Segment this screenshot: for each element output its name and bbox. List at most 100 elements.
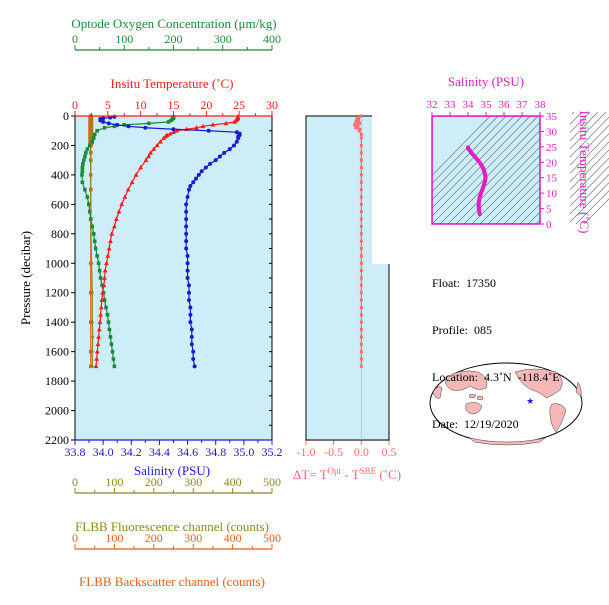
temperature-axis-tick-label: 15 — [168, 98, 180, 112]
delta-t-point — [359, 239, 363, 243]
ts-density-contour — [575, 190, 609, 225]
profile-data-layer — [80, 114, 242, 369]
pressure-tick-label: 800 — [51, 227, 69, 241]
temperature-point — [157, 139, 163, 144]
oxygen-axis-tick-label: 400 — [263, 32, 281, 46]
temperature-point — [161, 135, 167, 140]
profile-panel — [74, 114, 273, 441]
salinity-point — [126, 124, 131, 129]
temperature-point — [171, 129, 176, 134]
oxygen-point — [85, 147, 90, 151]
salinity-point — [208, 161, 213, 166]
temperature-point — [95, 341, 101, 347]
temperature-point — [129, 179, 135, 185]
backscatter-axis-tick-label: 300 — [184, 531, 202, 545]
salinity-point — [194, 176, 199, 181]
delta-t-axis-label: ΔT= TOpt - TSBE (˚C) — [293, 466, 401, 482]
oxygen-point — [95, 128, 99, 133]
ts-y-tick-label: 15 — [546, 173, 558, 185]
ts-profile-point — [469, 151, 474, 156]
temperature-point — [194, 125, 199, 130]
salinity-point — [184, 239, 189, 244]
delta-t-point — [359, 210, 363, 214]
oxygen-point — [82, 158, 86, 162]
salinity-point — [115, 122, 120, 127]
ts-profile-point — [477, 212, 482, 217]
fluorescence-point — [90, 364, 94, 368]
temperature-point — [138, 164, 144, 170]
ts-profile-point — [475, 157, 479, 162]
fluorescence-axis-tick-label: 300 — [184, 475, 202, 489]
map-float-marker: ★ — [526, 396, 534, 406]
temperature-axis-tick-label: 5 — [105, 98, 111, 112]
temperature-point — [98, 312, 104, 317]
ts-profile-point — [478, 161, 483, 166]
salinity-point — [232, 143, 237, 148]
oxygen-point — [80, 180, 85, 185]
salinity-point — [184, 231, 189, 236]
salinity-point — [188, 183, 193, 188]
fluorescence-axis-tick-label: 100 — [105, 475, 123, 489]
map-land-islands — [468, 393, 484, 401]
oxygen-point — [107, 327, 112, 332]
delta-t-tick-label: -0.5 — [324, 445, 343, 459]
ts-x-tick-label: 35 — [481, 99, 493, 111]
salinity-point — [191, 357, 196, 361]
delta-t-point — [359, 247, 363, 251]
delta-t-point — [359, 269, 363, 273]
map-land-south-america — [549, 403, 567, 433]
temperature-point — [122, 194, 128, 199]
temperature-point — [109, 231, 115, 236]
temperature-point — [97, 319, 103, 324]
oxygen-point — [108, 335, 113, 339]
oxygen-axis-tick-label: 100 — [115, 32, 133, 46]
salinity-point — [101, 119, 106, 124]
ts-density-contour — [487, 111, 599, 225]
oxygen-point — [91, 232, 96, 236]
salinity-point — [112, 114, 117, 119]
temperature-point — [154, 142, 160, 148]
ts-y-tick-label: 10 — [546, 188, 558, 200]
salinity-point — [184, 202, 189, 207]
oxygen-point — [90, 139, 95, 144]
delta-t-point — [359, 328, 363, 332]
axes-layer: 0200400600800100012001400160018002000220… — [45, 32, 397, 550]
delta-t-point — [359, 132, 363, 136]
oxygen-point — [102, 125, 107, 130]
delta-t-point — [359, 195, 363, 199]
salinity-point — [189, 334, 194, 339]
delta-t-point — [359, 224, 363, 228]
temperature-point — [223, 120, 229, 126]
oxygen-point — [80, 165, 85, 170]
salinity-point — [222, 150, 227, 155]
oxygen-point — [90, 224, 95, 229]
temperature-point — [143, 157, 149, 162]
temperature-point — [102, 268, 108, 273]
salinity-point — [185, 253, 190, 258]
profile-number: Profile: 085 — [432, 323, 492, 337]
ts-x-tick-label: 33 — [445, 99, 457, 111]
ts-mask-bottom — [372, 224, 572, 264]
salinity-point — [227, 147, 232, 152]
delta-t-point — [359, 291, 363, 295]
fluorescence-point — [90, 126, 93, 130]
fluorescence-point — [89, 136, 93, 140]
oxygen-point — [98, 276, 103, 280]
oxygen-point — [88, 217, 93, 221]
salinity-point — [184, 246, 189, 251]
fluorescence-axis-tick-label: 500 — [263, 475, 281, 489]
oxygen-point — [93, 246, 98, 251]
delta-t-point — [359, 232, 363, 236]
oxygen-point — [87, 209, 92, 214]
oxygen-point — [106, 320, 111, 324]
temperature-point — [93, 363, 99, 369]
map-land-asia — [444, 370, 488, 391]
oxygen-axis-label: Optode Oxygen Concentration (μm/kg) — [71, 16, 276, 31]
pressure-tick-label: 1600 — [45, 345, 69, 359]
delta-t-point — [354, 120, 358, 124]
ts-profile-point — [480, 186, 485, 191]
ts-salinity-label: Salinity (PSU) — [448, 74, 524, 89]
temperature-point — [116, 209, 122, 214]
ts-density-contour — [431, 111, 543, 225]
salinity-point — [203, 165, 208, 170]
